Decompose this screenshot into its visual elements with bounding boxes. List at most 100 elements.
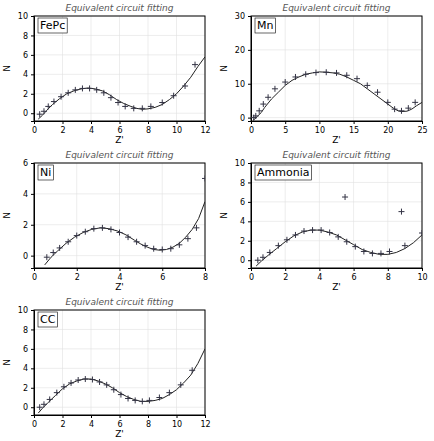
x-tick-label: 6 bbox=[352, 273, 357, 282]
y-grid-line bbox=[34, 407, 205, 408]
data-point bbox=[65, 239, 71, 245]
x-tick-label: 6 bbox=[160, 273, 165, 282]
y-tick-label: 10 bbox=[18, 12, 28, 21]
data-point bbox=[398, 209, 404, 215]
plot-frame bbox=[34, 163, 205, 268]
data-point bbox=[125, 234, 131, 240]
data-point bbox=[91, 226, 97, 232]
marks bbox=[255, 194, 422, 266]
x-tick: 6 bbox=[117, 121, 122, 135]
data-point bbox=[54, 390, 60, 396]
annotation-box bbox=[255, 165, 311, 180]
y-tick: 10 bbox=[18, 12, 34, 21]
data-point bbox=[117, 229, 123, 235]
fit-line bbox=[38, 349, 205, 413]
panel: 05101520250102030Equivalent circuit fitt… bbox=[219, 3, 428, 145]
x-tick: 6 bbox=[160, 268, 165, 282]
chart-title: Equivalent circuit fitting bbox=[65, 3, 173, 13]
y-grid-line bbox=[34, 193, 205, 194]
data-point bbox=[419, 230, 422, 236]
y-tick-label: 10 bbox=[18, 306, 28, 315]
data-point bbox=[146, 397, 152, 403]
x-grid-line bbox=[319, 16, 320, 121]
y-tick-label: 2 bbox=[240, 237, 245, 246]
data-point bbox=[104, 382, 110, 388]
y-tick: 10 bbox=[18, 306, 34, 315]
grid bbox=[251, 163, 422, 268]
y-axis-label: N bbox=[219, 65, 229, 72]
marks bbox=[37, 349, 205, 413]
x-tick-label: 4 bbox=[317, 273, 322, 282]
annotation: Mn bbox=[255, 18, 275, 33]
y-tick: 0 bbox=[240, 256, 251, 265]
data-point bbox=[292, 74, 298, 80]
fit-line bbox=[38, 57, 205, 119]
x-tick-label: 0 bbox=[32, 126, 37, 135]
y-tick: 10 bbox=[235, 159, 251, 168]
data-point bbox=[182, 83, 188, 89]
data-point bbox=[301, 228, 307, 234]
y-tick-label: 6 bbox=[23, 159, 28, 168]
y-grid-line bbox=[251, 201, 422, 202]
annotation: Ammonia bbox=[255, 165, 311, 180]
y-tick: 6 bbox=[240, 198, 251, 207]
y-grid-line bbox=[34, 74, 205, 75]
data-point bbox=[267, 249, 273, 255]
data-point bbox=[176, 242, 182, 248]
y-tick: 2 bbox=[23, 90, 34, 99]
y-tick-label: 4 bbox=[23, 190, 28, 199]
data-point bbox=[156, 395, 162, 401]
x-tick-label: 2 bbox=[60, 420, 65, 429]
y-grid-line bbox=[34, 348, 205, 349]
data-point bbox=[260, 101, 266, 107]
grid bbox=[251, 16, 422, 121]
data-point bbox=[82, 376, 88, 382]
x-grid-line bbox=[176, 310, 177, 415]
data-point bbox=[255, 257, 261, 263]
data-point bbox=[75, 377, 81, 383]
x-tick-label: 20 bbox=[383, 126, 393, 135]
data-point bbox=[284, 237, 290, 243]
fit-line bbox=[256, 230, 422, 266]
data-point bbox=[108, 95, 114, 101]
x-tick-label: 4 bbox=[89, 126, 94, 135]
x-tick: 25 bbox=[417, 121, 427, 135]
x-grid-line bbox=[91, 310, 92, 415]
x-tick: 8 bbox=[146, 121, 151, 135]
y-tick: 30 bbox=[235, 12, 251, 21]
data-point bbox=[115, 100, 121, 106]
data-point bbox=[166, 390, 172, 396]
x-tick: 0 bbox=[32, 415, 37, 429]
data-point bbox=[142, 243, 148, 249]
data-point bbox=[101, 90, 107, 96]
x-tick: 10 bbox=[417, 268, 427, 282]
data-point bbox=[335, 234, 341, 240]
x-tick-label: 8 bbox=[386, 273, 391, 282]
annotation: CC bbox=[38, 312, 58, 327]
x-grid-line bbox=[176, 16, 177, 121]
data-point bbox=[253, 113, 259, 119]
y-axis-label: N bbox=[2, 212, 12, 219]
annotation: FePc bbox=[38, 18, 67, 33]
x-tick-label: 4 bbox=[117, 273, 122, 282]
annotation-text: Mn bbox=[257, 19, 273, 32]
data-point bbox=[282, 79, 288, 85]
data-point bbox=[94, 87, 100, 93]
y-tick: 2 bbox=[23, 384, 34, 393]
x-tick: 8 bbox=[203, 268, 208, 282]
chart-title: Equivalent circuit fitting bbox=[282, 150, 390, 160]
x-axis: 024681012 bbox=[32, 121, 211, 135]
y-grid-line bbox=[34, 368, 205, 369]
data-point bbox=[364, 82, 370, 88]
y-grid-line bbox=[251, 260, 422, 261]
y-tick-label: 6 bbox=[23, 345, 28, 354]
data-point bbox=[58, 94, 64, 100]
x-tick: 12 bbox=[200, 415, 210, 429]
y-tick-label: 4 bbox=[23, 70, 28, 79]
data-point bbox=[323, 69, 329, 75]
x-axis-label: Z' bbox=[332, 282, 341, 292]
x-grid-line bbox=[285, 16, 286, 121]
x-axis-line bbox=[252, 269, 423, 272]
chart-title: Equivalent circuit fitting bbox=[65, 297, 173, 307]
data-point bbox=[272, 86, 278, 92]
